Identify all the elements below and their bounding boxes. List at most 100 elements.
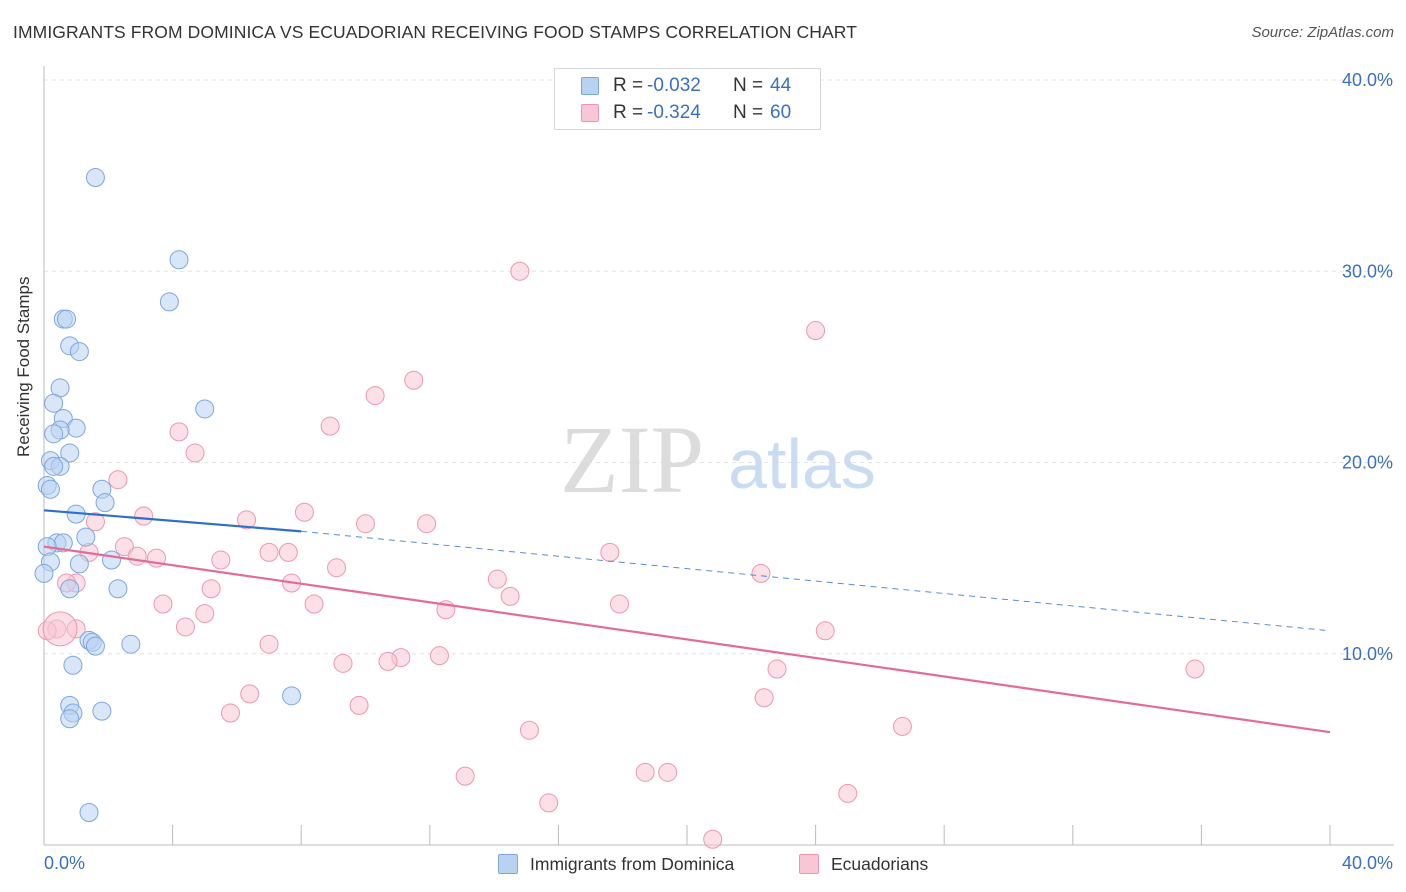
dominica-point	[282, 686, 302, 706]
n-value: 60	[770, 102, 792, 123]
ecuadorians-point	[153, 594, 173, 614]
r-value: -0.032	[647, 75, 701, 96]
dominica-point	[108, 579, 128, 599]
axes	[43, 66, 1394, 846]
dominica-point	[60, 579, 80, 599]
dominica-point	[60, 709, 80, 729]
dominica-point	[34, 563, 54, 583]
dominica-point	[44, 424, 64, 444]
ecuadorians-point	[417, 514, 437, 534]
watermark-zip: ZIP	[560, 406, 704, 513]
ecuadorians-point	[635, 762, 655, 782]
ecuadorians-point	[327, 558, 347, 578]
ecuadorians-point	[114, 537, 134, 557]
dominica-point	[69, 554, 89, 574]
dominica-point	[44, 456, 64, 476]
ecuadorians-point	[320, 416, 340, 436]
ecuadorians-point	[85, 512, 105, 532]
ecuadorians-point	[169, 422, 189, 442]
dominica-point	[102, 550, 122, 570]
ecuadorians-point	[356, 514, 375, 534]
ecuadorians-point	[185, 443, 205, 463]
n-label: N =	[733, 102, 764, 123]
ecuadorians-point	[539, 793, 559, 813]
ecuadorians-point	[658, 762, 678, 782]
ecuadorians-trend-line	[43, 545, 1331, 734]
ecuadorians-point	[703, 829, 723, 849]
legend-label: Ecuadorians	[831, 854, 929, 874]
ecuadorians-point	[609, 594, 629, 614]
r-label: R =	[613, 75, 644, 96]
dominica-trend-extension	[301, 530, 1331, 632]
ecuadorians-point	[455, 766, 475, 786]
x-tick-label: 40.0%	[1342, 853, 1393, 873]
stats-box: R = -0.032 N = 44 R = -0.324 N = 60	[554, 68, 821, 130]
y-tick-label: 40.0%	[1342, 70, 1393, 90]
swatch-blue	[581, 77, 599, 95]
dominica-point	[63, 655, 83, 675]
ecuadorians-point	[195, 604, 215, 624]
ecuadorians-point	[378, 651, 398, 671]
legend-swatch-blue	[498, 854, 518, 874]
ecuadorians-point	[751, 563, 771, 583]
ecuadorians-point	[519, 720, 539, 740]
ecuadorians-point	[365, 386, 385, 406]
ecuadorians-point	[259, 634, 279, 654]
dominica-point	[40, 479, 60, 499]
source-label: Source: ZipAtlas.com	[1251, 24, 1394, 41]
n-label: N =	[733, 75, 764, 96]
ecuadorians-point	[333, 653, 353, 673]
ecuadorians-point	[838, 783, 858, 803]
ecuadorians-point	[815, 621, 835, 641]
series-ecuadorians	[37, 261, 1205, 849]
dominica-point	[79, 802, 99, 822]
ecuadorians-point	[500, 586, 520, 606]
dominica-point	[44, 393, 64, 413]
ecuadorians-point	[600, 542, 620, 562]
y-tick-label: 20.0%	[1342, 453, 1393, 473]
ecuadorians-point	[220, 703, 240, 723]
dominica-point	[169, 250, 189, 270]
ecuadorians-point	[487, 569, 507, 589]
dominica-point	[92, 701, 112, 721]
dominica-trend-line	[43, 509, 302, 533]
dominica-point	[57, 309, 77, 329]
chart-title: IMMIGRANTS FROM DOMINICA VS ECUADORIAN R…	[13, 22, 857, 42]
dominica-point	[69, 342, 89, 362]
ecuadorians-point	[278, 542, 298, 562]
ecuadorians-point	[294, 502, 314, 522]
ecuadorians-point	[510, 261, 530, 281]
ecuadorians-point	[134, 506, 154, 526]
ecuadorians-point	[892, 716, 912, 736]
ecuadorians-point	[201, 579, 221, 599]
y-tick-label: 30.0%	[1342, 261, 1393, 281]
series-dominica	[34, 168, 302, 822]
ecuadorians-point	[240, 684, 260, 704]
ecuadorians-point	[1185, 659, 1205, 679]
r-label: R =	[613, 102, 644, 123]
ecuadorians-point	[767, 659, 787, 679]
ecuadorians-point	[754, 688, 774, 708]
y-axis-label: Receiving Food Stamps	[14, 276, 33, 457]
ecuadorians-point	[429, 646, 449, 666]
trend-lines	[43, 509, 1331, 734]
swatch-pink	[581, 104, 599, 122]
dominica-point	[195, 399, 215, 419]
dominica-point	[85, 636, 105, 656]
dominica-point	[95, 493, 115, 513]
gridlines	[44, 79, 1394, 655]
ecuadorians-point	[259, 542, 279, 562]
ecuadorians-point	[349, 695, 369, 715]
r-value: -0.324	[647, 102, 701, 123]
ecuadorians-point	[404, 370, 424, 390]
ecuadorians-point	[42, 611, 78, 647]
tick-labels: 10.0% 20.0% 30.0% 40.0% 0.0% 40.0%	[44, 70, 1393, 873]
ecuadorians-point	[237, 510, 257, 530]
ecuadorians-point	[304, 594, 324, 614]
x-tick-label: 0.0%	[44, 853, 85, 873]
dominica-point	[121, 634, 141, 654]
ecuadorians-point	[211, 550, 231, 570]
y-tick-label: 10.0%	[1342, 644, 1393, 664]
legend-swatch-pink	[799, 854, 819, 874]
